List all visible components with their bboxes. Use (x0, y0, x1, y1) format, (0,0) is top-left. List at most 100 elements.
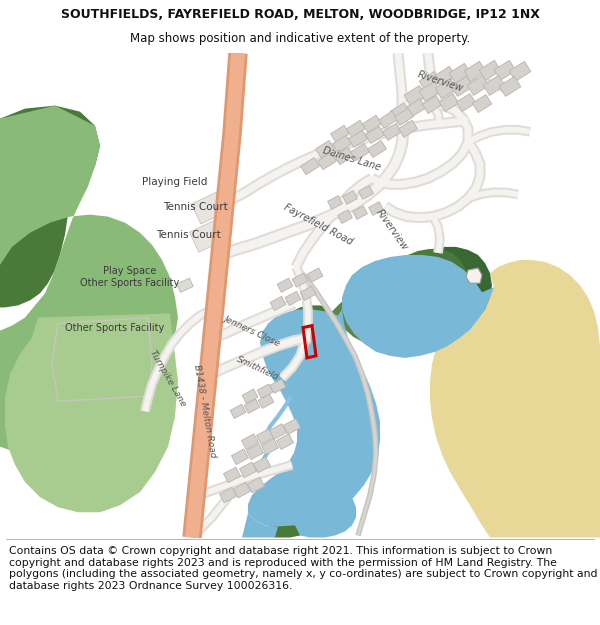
Text: Jenners Close: Jenners Close (223, 314, 281, 348)
Bar (241, 434, 259, 449)
Text: Turnpike Lane: Turnpike Lane (148, 348, 188, 408)
Bar (451, 76, 473, 96)
Polygon shape (0, 106, 100, 308)
Text: Fayrefield Road: Fayrefield Road (282, 202, 354, 247)
Polygon shape (248, 309, 380, 526)
Polygon shape (340, 247, 492, 350)
Bar (483, 76, 505, 96)
Bar (335, 148, 353, 164)
Bar (256, 429, 274, 444)
Text: SOUTHFIELDS, FAYREFIELD ROAD, MELTON, WOODBRIDGE, IP12 1NX: SOUTHFIELDS, FAYREFIELD ROAD, MELTON, WO… (61, 8, 539, 21)
Bar (317, 152, 337, 169)
Bar (338, 210, 352, 224)
Bar (247, 478, 265, 492)
Bar (368, 141, 386, 158)
Bar (257, 384, 273, 398)
Polygon shape (342, 255, 494, 358)
Bar (472, 94, 491, 112)
Bar (307, 268, 323, 282)
Bar (383, 123, 401, 141)
Bar (277, 278, 293, 292)
Bar (301, 158, 319, 175)
Bar (277, 434, 293, 449)
Bar (283, 419, 301, 434)
Bar (328, 196, 343, 209)
Polygon shape (5, 314, 178, 512)
Polygon shape (293, 477, 356, 538)
Bar (300, 286, 316, 301)
Bar (253, 457, 271, 472)
Bar (270, 296, 286, 311)
Bar (379, 111, 397, 128)
Text: Riverview: Riverview (374, 208, 410, 252)
Bar (494, 61, 516, 80)
Bar (230, 404, 246, 419)
Bar (232, 449, 248, 464)
Bar (292, 273, 308, 288)
Polygon shape (430, 260, 600, 538)
Bar (368, 202, 383, 216)
Polygon shape (466, 268, 482, 283)
Bar (347, 120, 365, 138)
Bar (285, 291, 301, 306)
Text: Play Space
Other Sports Facility: Play Space Other Sports Facility (80, 266, 179, 288)
Bar (509, 61, 531, 81)
Bar (177, 278, 193, 292)
Text: Daines Lane: Daines Lane (322, 146, 382, 172)
Bar (391, 102, 410, 121)
Bar (464, 61, 486, 81)
Text: Playing Field: Playing Field (142, 177, 208, 187)
Bar (239, 462, 257, 478)
Text: Smithfield: Smithfield (235, 354, 281, 382)
Bar (419, 71, 441, 91)
Bar (404, 86, 426, 106)
Text: Tennis Court: Tennis Court (155, 230, 220, 240)
Bar (365, 126, 385, 143)
Bar (332, 136, 352, 152)
Polygon shape (0, 106, 178, 452)
Text: Tennis Court: Tennis Court (163, 201, 227, 211)
Text: B1438 - Melton Road: B1438 - Melton Road (193, 364, 218, 459)
Bar (244, 399, 260, 413)
Text: Other Sports Facility: Other Sports Facility (65, 322, 164, 332)
Bar (434, 66, 456, 86)
Bar (247, 444, 263, 459)
Bar (343, 191, 358, 204)
Bar (191, 189, 233, 224)
Bar (262, 439, 278, 454)
Bar (457, 94, 476, 111)
Text: Riverview: Riverview (416, 69, 464, 94)
Bar (467, 76, 489, 96)
Bar (398, 120, 418, 138)
Bar (395, 108, 413, 125)
Text: Map shows position and indicative extent of the property.: Map shows position and indicative extent… (130, 32, 470, 45)
Bar (270, 379, 286, 393)
Bar (316, 141, 334, 158)
Bar (242, 389, 258, 403)
Bar (362, 115, 382, 132)
Bar (406, 99, 425, 117)
Polygon shape (242, 513, 278, 538)
Polygon shape (268, 306, 373, 538)
Bar (479, 61, 501, 80)
Bar (350, 144, 370, 161)
Bar (190, 217, 230, 252)
Bar (419, 81, 441, 101)
Bar (439, 94, 458, 111)
Bar (349, 131, 367, 148)
Bar (269, 424, 287, 439)
Bar (359, 186, 373, 199)
Bar (353, 206, 367, 219)
Bar (422, 96, 442, 114)
Bar (331, 125, 349, 142)
Bar (223, 467, 241, 482)
Bar (233, 482, 251, 498)
Bar (220, 488, 236, 503)
Bar (258, 394, 274, 408)
Bar (449, 63, 471, 83)
Bar (499, 76, 521, 96)
Bar (435, 79, 457, 98)
Text: Contains OS data © Crown copyright and database right 2021. This information is : Contains OS data © Crown copyright and d… (9, 546, 598, 591)
Polygon shape (340, 249, 470, 350)
Polygon shape (330, 263, 478, 352)
